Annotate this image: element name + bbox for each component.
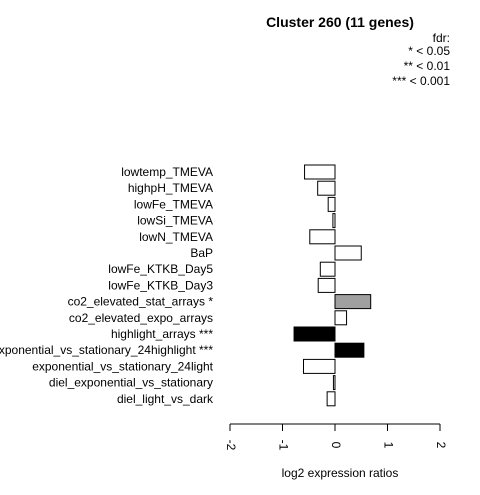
category-label: exponential_vs_stationary_24light bbox=[32, 359, 213, 373]
category-label: co2_elevated_expo_arrays bbox=[69, 311, 213, 325]
bar bbox=[332, 213, 336, 229]
bar bbox=[334, 294, 372, 310]
bars bbox=[293, 164, 372, 407]
x-tick-label: 1 bbox=[381, 442, 395, 449]
x-tick-label: -2 bbox=[224, 440, 238, 451]
category-label: BaP bbox=[190, 246, 213, 260]
category-label: diel_exponential_vs_stationary bbox=[49, 376, 213, 390]
x-axis-label: log2 expression ratios bbox=[282, 466, 399, 480]
category-label: exponential_vs_stationary_24highlight **… bbox=[0, 343, 213, 357]
bar bbox=[293, 326, 336, 342]
bar bbox=[317, 180, 336, 196]
chart-title: Cluster 260 (11 genes) bbox=[266, 14, 414, 30]
bar bbox=[334, 245, 362, 261]
category-label: lowtemp_TMEVA bbox=[121, 165, 213, 179]
bar bbox=[326, 391, 336, 407]
legend-title: fdr: bbox=[433, 31, 450, 45]
category-label: co2_elevated_stat_arrays * bbox=[68, 295, 214, 309]
bar bbox=[319, 261, 336, 277]
category-label: highlight_arrays *** bbox=[111, 327, 213, 341]
bar bbox=[334, 310, 348, 326]
bar bbox=[327, 196, 336, 212]
category-label: highpH_TMEVA bbox=[128, 181, 213, 195]
category-label: lowN_TMEVA bbox=[139, 230, 213, 244]
legend: fdr: * < 0.05 ** < 0.01 *** < 0.001 bbox=[392, 31, 450, 88]
legend-entry-3: *** < 0.001 bbox=[392, 74, 450, 88]
bar bbox=[304, 164, 336, 180]
bar bbox=[303, 358, 336, 374]
category-labels: lowtemp_TMEVA highpH_TMEVA lowFe_TMEVA lowS… bbox=[0, 165, 214, 406]
category-label: lowFe_KTKB_Day3 bbox=[108, 278, 213, 292]
category-label: lowSi_TMEVA bbox=[137, 214, 213, 228]
bar bbox=[317, 277, 336, 293]
bar bbox=[332, 375, 336, 391]
category-label: lowFe_KTKB_Day5 bbox=[108, 262, 213, 276]
legend-entry-1: * < 0.05 bbox=[408, 44, 450, 58]
legend-entry-2: ** < 0.01 bbox=[404, 59, 451, 73]
category-label: diel_light_vs_dark bbox=[117, 392, 214, 406]
x-tick-label: 2 bbox=[434, 442, 448, 449]
x-tick-label: 0 bbox=[329, 442, 343, 449]
bar bbox=[334, 342, 365, 358]
category-label: lowFe_TMEVA bbox=[134, 197, 213, 211]
x-tick-label: -1 bbox=[276, 440, 290, 451]
x-axis: -2 -1 0 1 2 bbox=[224, 423, 448, 451]
bar bbox=[309, 229, 336, 245]
